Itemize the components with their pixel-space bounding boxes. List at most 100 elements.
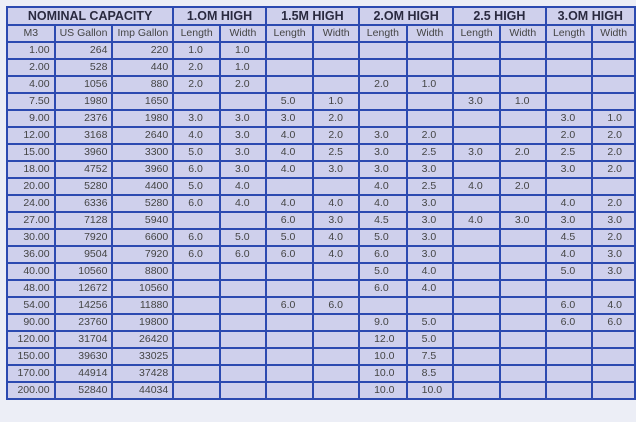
table-cell	[498, 347, 547, 366]
table-cell: 33025	[111, 347, 175, 366]
table-cell	[358, 109, 408, 128]
table-cell	[498, 109, 547, 128]
table-cell: 44034	[111, 381, 175, 400]
table-cell: 4.0	[264, 126, 315, 145]
table-cell: 3.0	[405, 245, 455, 264]
table-cell	[264, 330, 315, 349]
table-cell: 15.00	[6, 143, 56, 162]
table-cell: 3960	[111, 160, 175, 179]
table-cell	[172, 211, 222, 230]
table-cell: 6.0	[219, 245, 267, 264]
table-cell	[264, 58, 315, 77]
column-header-m3: M3	[6, 24, 56, 43]
table-cell: 1.00	[6, 41, 56, 60]
table-cell: 3.0	[591, 245, 636, 264]
table-cell: 2.5	[544, 143, 594, 162]
table-cell	[312, 58, 361, 77]
table-cell: 4.0	[264, 143, 315, 162]
table-cell: 6.0	[172, 245, 222, 264]
group-2m-high: 2.OM HIGH	[358, 6, 455, 26]
table-cell	[591, 330, 636, 349]
table-cell: 7128	[53, 211, 114, 230]
table-cell	[452, 228, 501, 247]
table-cell	[264, 364, 315, 383]
table-cell: 4.0	[591, 296, 636, 315]
table-cell: 5280	[111, 194, 175, 213]
table-cell: 528	[53, 58, 114, 77]
table-cell: 2.5	[312, 143, 361, 162]
table-cell: 1.0	[172, 41, 222, 60]
column-header-length: Length	[358, 24, 408, 43]
table-cell: 2376	[53, 109, 114, 128]
table-cell	[452, 75, 501, 94]
table-cell: 1056	[53, 75, 114, 94]
table-cell	[219, 313, 267, 332]
table-cell: 150.00	[6, 347, 56, 366]
table-cell: 4.0	[544, 245, 594, 264]
table-cell	[358, 92, 408, 111]
table-cell	[358, 41, 408, 60]
table-cell: 6.0	[358, 245, 408, 264]
table-cell: 12.0	[358, 330, 408, 349]
table-cell	[172, 279, 222, 298]
table-row: 48.00 12672 10560 6.0 4.0	[6, 279, 636, 298]
table-cell: 2.0	[405, 126, 455, 145]
table-cell	[219, 330, 267, 349]
table-row: 54.00 14256 11880 6.0 6.0 6.0 4.0	[6, 296, 636, 315]
table-cell	[172, 313, 222, 332]
table-cell	[591, 347, 636, 366]
table-cell: 3.0	[358, 160, 408, 179]
table-cell: 4752	[53, 160, 114, 179]
table-cell: 27.00	[6, 211, 56, 230]
table-cell: 8.5	[405, 364, 455, 383]
table-cell: 3.0	[452, 143, 501, 162]
table-cell: 4.0	[264, 160, 315, 179]
table-cell: 5.0	[172, 143, 222, 162]
table-cell	[358, 58, 408, 77]
table-cell: 4.0	[452, 177, 501, 196]
table-cell	[219, 279, 267, 298]
table-cell	[452, 194, 501, 213]
table-cell: 4.0	[405, 262, 455, 281]
table-cell: 3.0	[591, 262, 636, 281]
table-cell: 6336	[53, 194, 114, 213]
table-cell: 9.0	[358, 313, 408, 332]
table-cell	[264, 41, 315, 60]
column-header-width: Width	[219, 24, 267, 43]
table-cell: 1980	[111, 109, 175, 128]
table-cell: 5.0	[264, 92, 315, 111]
table-row: 20.00 5280 4400 5.0 4.0 4.0 2.5 4.0 2.0	[6, 177, 636, 196]
table-cell	[358, 296, 408, 315]
table-cell	[172, 92, 222, 111]
table-cell	[498, 364, 547, 383]
table-cell: 2.0	[591, 126, 636, 145]
table-row: 4.00 1056 880 2.0 2.0 2.0 1.0	[6, 75, 636, 94]
table-row: 15.00 3960 3300 5.0 3.0 4.0 2.5 3.0 2.5 3.0 2.0 2.5…	[6, 143, 636, 162]
table-cell	[405, 92, 455, 111]
table-cell	[312, 364, 361, 383]
column-header-length: Length	[452, 24, 501, 43]
table-cell: 3.0	[544, 211, 594, 230]
table-cell: 19800	[111, 313, 175, 332]
table-cell: 6.0	[312, 296, 361, 315]
table-cell: 3.0	[405, 160, 455, 179]
table-cell	[452, 109, 501, 128]
table-cell: 4.0	[264, 194, 315, 213]
table-cell: 1.0	[591, 109, 636, 128]
table-cell	[544, 381, 594, 400]
table-cell	[544, 330, 594, 349]
table-cell: 3.0	[544, 160, 594, 179]
table-cell	[219, 211, 267, 230]
table-cell	[452, 313, 501, 332]
table-cell: 3.0	[219, 109, 267, 128]
table-cell	[591, 41, 636, 60]
table-cell	[312, 177, 361, 196]
table-cell: 4400	[111, 177, 175, 196]
table-cell	[591, 58, 636, 77]
table-cell	[498, 262, 547, 281]
group-nominal-capacity: NOMINAL CAPACITY	[5, 6, 175, 26]
column-header-width: Width	[498, 24, 547, 43]
table-cell	[452, 41, 501, 60]
table-cell	[312, 75, 361, 94]
table-cell: 10560	[111, 279, 175, 298]
